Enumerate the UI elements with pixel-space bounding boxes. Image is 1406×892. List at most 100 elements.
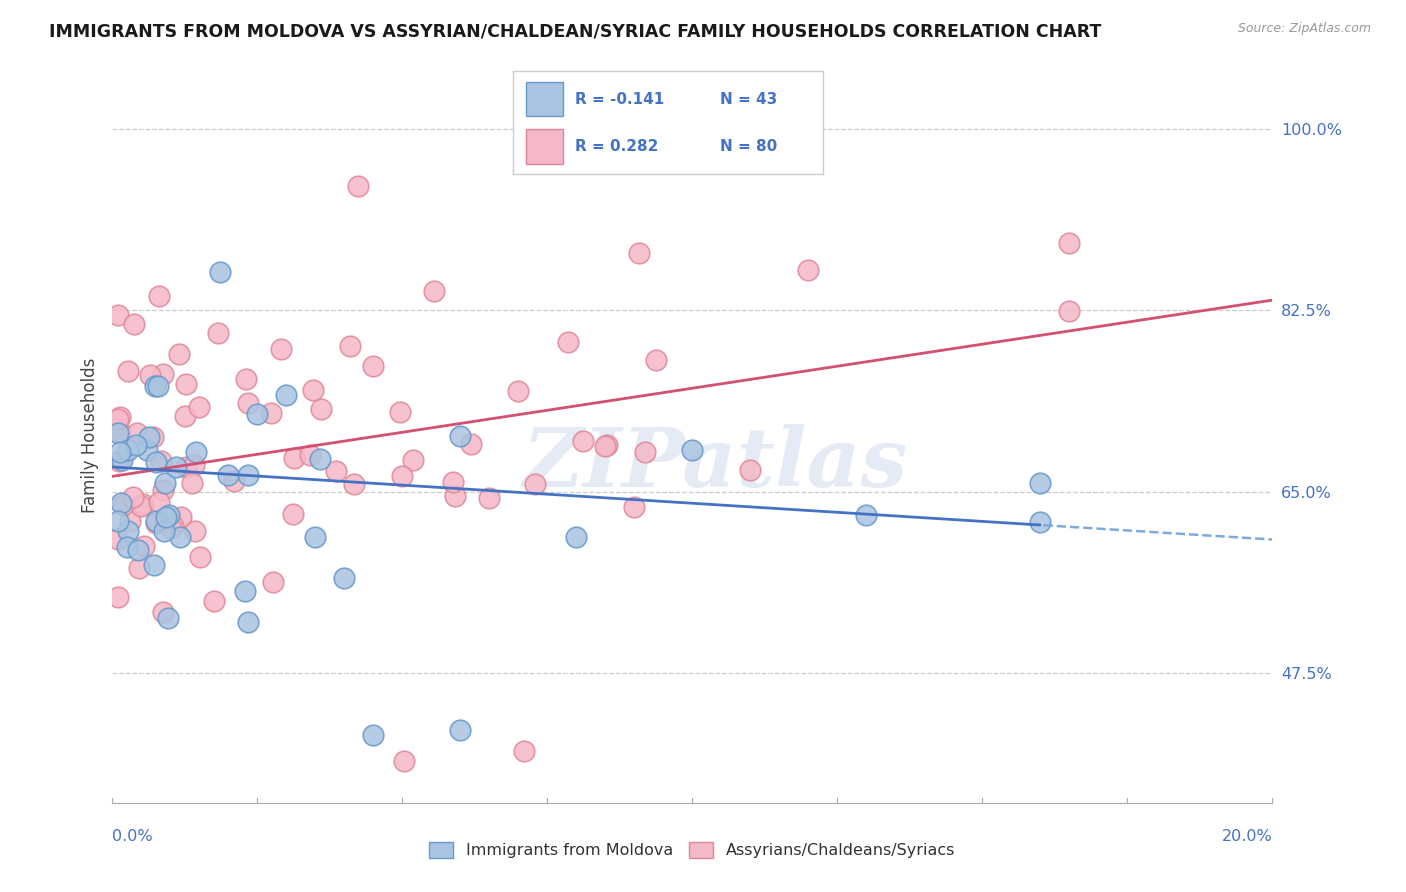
Point xyxy=(224,474,246,488)
Point xyxy=(169,530,191,544)
Point xyxy=(157,611,180,625)
Point xyxy=(117,364,139,378)
Point xyxy=(153,475,176,490)
Point xyxy=(181,476,204,491)
Point xyxy=(309,402,332,417)
Point xyxy=(128,560,150,574)
Point xyxy=(363,359,385,373)
Point xyxy=(260,406,283,420)
Point xyxy=(143,558,166,573)
Point xyxy=(682,442,704,457)
Point xyxy=(596,437,619,451)
Point xyxy=(218,467,240,482)
Point xyxy=(183,458,205,473)
Point xyxy=(450,428,472,442)
Point xyxy=(388,405,411,419)
Point xyxy=(202,594,225,608)
Point xyxy=(152,483,174,497)
Point xyxy=(139,368,162,383)
Point xyxy=(145,514,167,528)
Point xyxy=(209,265,232,279)
Point xyxy=(111,453,134,467)
Point xyxy=(174,409,197,423)
Point xyxy=(571,434,593,449)
Point xyxy=(174,459,197,474)
Point xyxy=(108,410,131,425)
Point xyxy=(107,514,129,528)
Point xyxy=(508,384,530,398)
Point xyxy=(523,477,546,491)
Point xyxy=(595,439,617,453)
Point xyxy=(152,524,174,538)
Point xyxy=(145,516,167,530)
Point xyxy=(797,262,820,277)
Point xyxy=(565,530,588,544)
Point xyxy=(107,308,129,322)
Point xyxy=(1029,476,1052,491)
Point xyxy=(132,497,155,511)
Point xyxy=(108,445,131,459)
Point xyxy=(246,407,269,421)
Point xyxy=(1059,236,1081,251)
FancyBboxPatch shape xyxy=(526,81,562,117)
Point xyxy=(170,509,193,524)
Point xyxy=(236,396,259,410)
Point xyxy=(301,383,323,397)
Point xyxy=(145,379,167,393)
Point xyxy=(157,508,180,522)
Point xyxy=(121,490,143,504)
Point xyxy=(110,496,132,510)
Text: R = -0.141: R = -0.141 xyxy=(575,92,664,106)
Point xyxy=(333,571,356,585)
Legend: Immigrants from Moldova, Assyrians/Chaldeans/Syriacs: Immigrants from Moldova, Assyrians/Chald… xyxy=(423,836,962,864)
Point xyxy=(188,550,211,565)
Text: 0.0%: 0.0% xyxy=(112,829,153,844)
Point xyxy=(129,500,152,514)
Point xyxy=(138,430,160,444)
Point xyxy=(283,450,305,465)
Point xyxy=(148,379,170,393)
Point xyxy=(159,521,181,535)
Point xyxy=(1029,515,1052,529)
Point xyxy=(441,475,464,489)
Point xyxy=(122,317,145,331)
Point xyxy=(339,339,361,353)
Text: Source: ZipAtlas.com: Source: ZipAtlas.com xyxy=(1237,22,1371,36)
Point xyxy=(644,353,666,368)
Point xyxy=(394,755,416,769)
Point xyxy=(460,437,482,451)
Point xyxy=(162,519,184,533)
Point xyxy=(187,401,209,415)
Point xyxy=(117,443,139,458)
Y-axis label: Family Households: Family Households xyxy=(80,357,98,513)
Point xyxy=(276,388,298,402)
Point xyxy=(236,468,259,483)
Point xyxy=(299,448,322,462)
Point xyxy=(235,372,257,386)
Point xyxy=(233,584,256,599)
Text: 20.0%: 20.0% xyxy=(1222,829,1272,844)
Point xyxy=(107,454,129,468)
Point xyxy=(262,575,284,590)
Point xyxy=(117,524,139,539)
Point xyxy=(125,438,148,452)
Point xyxy=(152,605,174,619)
Point xyxy=(325,464,347,478)
Point xyxy=(184,524,207,539)
Point xyxy=(342,476,364,491)
Point xyxy=(627,246,650,260)
Point xyxy=(270,342,292,356)
Point xyxy=(125,426,148,441)
Point xyxy=(148,494,170,508)
FancyBboxPatch shape xyxy=(526,128,562,163)
Point xyxy=(167,347,190,361)
Point xyxy=(184,444,207,458)
Point xyxy=(443,489,465,503)
Point xyxy=(740,463,762,477)
Point xyxy=(304,530,326,544)
Point xyxy=(107,590,129,604)
Point xyxy=(112,498,135,512)
Text: R = 0.282: R = 0.282 xyxy=(575,139,658,153)
Text: N = 80: N = 80 xyxy=(720,139,778,153)
Point xyxy=(309,452,332,467)
